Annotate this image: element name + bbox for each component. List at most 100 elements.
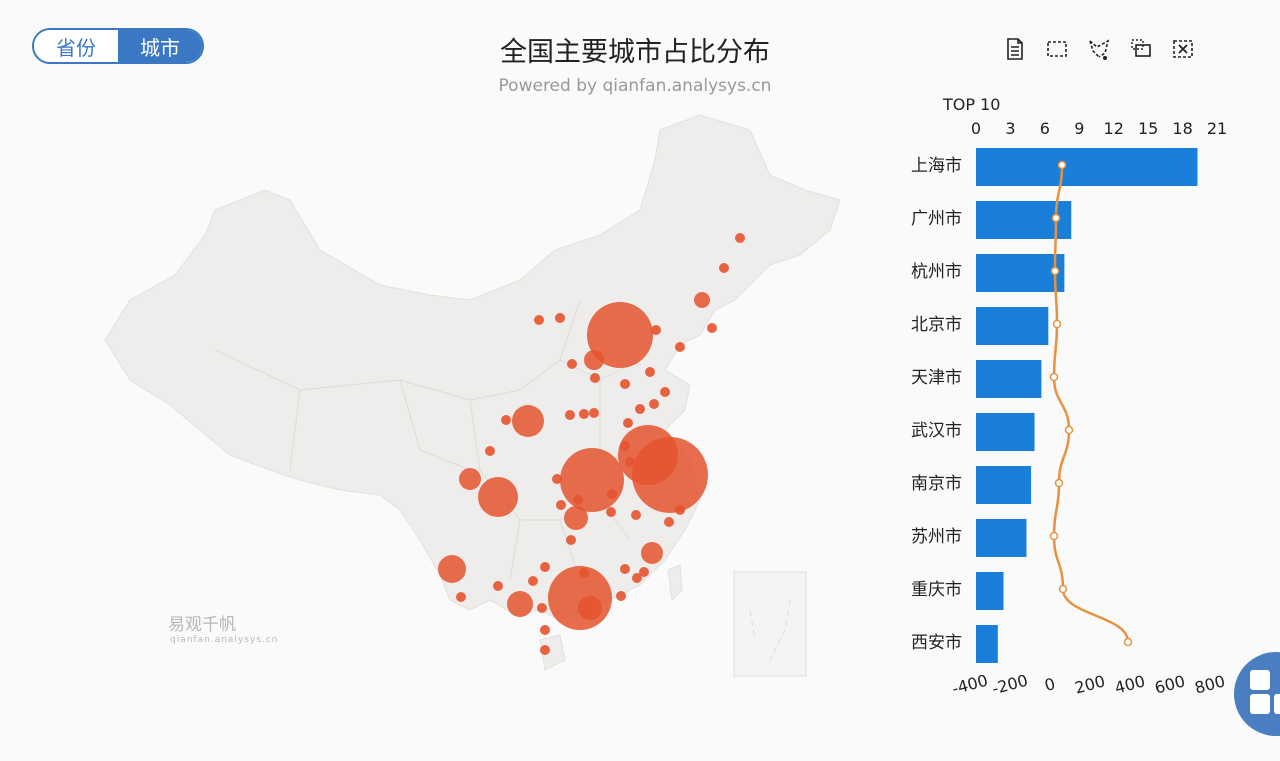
city-bubble[interactable] (620, 441, 630, 451)
city-bubble[interactable] (620, 379, 630, 389)
toggle-city[interactable]: 城市 (118, 30, 202, 62)
city-bubble[interactable] (631, 510, 641, 520)
line-point[interactable] (1058, 584, 1068, 594)
line-point[interactable] (1057, 160, 1067, 170)
city-bubble[interactable] (620, 564, 630, 574)
city-bubble[interactable] (573, 495, 583, 505)
lasso-select-icon[interactable] (1087, 37, 1111, 61)
chart-title: TOP 10 (942, 95, 1000, 114)
city-bubble[interactable] (512, 405, 544, 437)
city-bubble[interactable] (478, 477, 518, 517)
city-bubble[interactable] (540, 645, 550, 655)
south-sea-inset (733, 571, 807, 677)
line-point[interactable] (1051, 213, 1061, 223)
city-bubble[interactable] (632, 573, 642, 583)
toolbox (1003, 37, 1195, 61)
line-point[interactable] (1049, 531, 1059, 541)
keep-selected-icon[interactable] (1129, 37, 1153, 61)
category-label: 广州市 (911, 209, 962, 229)
city-bubble[interactable] (459, 468, 481, 490)
city-bubble[interactable] (534, 315, 544, 325)
apps-menu-button[interactable] (1234, 652, 1280, 736)
city-bubble[interactable] (660, 387, 670, 397)
city-bubble[interactable] (590, 373, 600, 383)
line-point[interactable] (1054, 478, 1064, 488)
clear-select-icon[interactable] (1171, 37, 1195, 61)
city-bubble[interactable] (735, 233, 745, 243)
city-bubble[interactable] (501, 415, 511, 425)
top-axis-tick: 6 (1040, 119, 1050, 138)
city-bubble[interactable] (579, 409, 589, 419)
city-bubble[interactable] (493, 581, 503, 591)
city-bubble[interactable] (616, 591, 626, 601)
city-bubble[interactable] (649, 399, 659, 409)
city-bubble[interactable] (623, 418, 633, 428)
data-view-icon[interactable] (1003, 37, 1027, 61)
line-point[interactable] (1064, 425, 1074, 435)
city-bubble[interactable] (560, 448, 624, 512)
city-bubble[interactable] (438, 555, 466, 583)
bar[interactable] (976, 625, 998, 663)
watermark-logo: 易观千帆 qianfan.analysys.cn (168, 610, 278, 645)
city-bubble[interactable] (540, 562, 550, 572)
city-bubble[interactable] (675, 342, 685, 352)
city-bubble[interactable] (584, 350, 604, 370)
city-bubble[interactable] (552, 474, 562, 484)
city-bubbles (438, 233, 745, 655)
city-bubble[interactable] (635, 404, 645, 414)
bar[interactable] (976, 413, 1035, 451)
bar[interactable] (976, 572, 1004, 610)
city-bubble[interactable] (555, 313, 565, 323)
city-bubble[interactable] (556, 500, 566, 510)
city-bubble[interactable] (641, 542, 663, 564)
city-bubble[interactable] (566, 535, 576, 545)
category-label: 南京市 (911, 474, 962, 494)
city-bubble[interactable] (589, 408, 599, 418)
grid-icon (1250, 670, 1280, 714)
city-bubble[interactable] (567, 359, 577, 369)
line-point[interactable] (1049, 372, 1059, 382)
bar[interactable] (976, 307, 1049, 345)
city-bubble[interactable] (579, 568, 589, 578)
bar[interactable] (976, 201, 1072, 239)
bar[interactable] (976, 519, 1027, 557)
city-bubble[interactable] (485, 446, 495, 456)
toggle-province[interactable]: 省份 (34, 30, 118, 62)
city-bubble[interactable] (675, 505, 685, 515)
line-point[interactable] (1052, 319, 1062, 329)
city-bubble[interactable] (606, 507, 616, 517)
city-bubble[interactable] (625, 457, 635, 467)
city-bubble[interactable] (540, 625, 550, 635)
city-bubble[interactable] (639, 567, 649, 577)
city-bubble[interactable] (564, 506, 588, 530)
bar[interactable] (976, 254, 1065, 292)
city-bubble[interactable] (565, 410, 575, 420)
city-bubble[interactable] (537, 603, 547, 613)
rect-select-icon[interactable] (1045, 37, 1069, 61)
bar[interactable] (976, 360, 1042, 398)
category-label: 武汉市 (911, 421, 962, 441)
china-outline (104, 114, 841, 671)
bar[interactable] (976, 466, 1032, 504)
page-title: 全国主要城市占比分布 (500, 37, 770, 68)
top-axis-tick: 0 (971, 119, 981, 138)
province-city-toggle[interactable]: 省份 城市 (32, 28, 204, 64)
bar[interactable] (976, 148, 1198, 186)
line-point[interactable] (1050, 266, 1060, 276)
city-bubble[interactable] (456, 592, 466, 602)
city-bubble[interactable] (707, 323, 717, 333)
city-bubble[interactable] (587, 302, 653, 368)
city-bubble[interactable] (651, 325, 661, 335)
city-bubble[interactable] (719, 263, 729, 273)
line-point[interactable] (1123, 637, 1133, 647)
bottom-axis-tick: 0 (1042, 674, 1057, 695)
china-map[interactable] (0, 0, 860, 761)
city-bubble[interactable] (694, 292, 710, 308)
city-bubble[interactable] (507, 591, 533, 617)
city-bubble[interactable] (607, 489, 617, 499)
city-bubble[interactable] (645, 367, 655, 377)
city-bubble[interactable] (528, 576, 538, 586)
city-bubble[interactable] (618, 425, 678, 485)
city-bubble[interactable] (578, 596, 602, 620)
city-bubble[interactable] (664, 517, 674, 527)
